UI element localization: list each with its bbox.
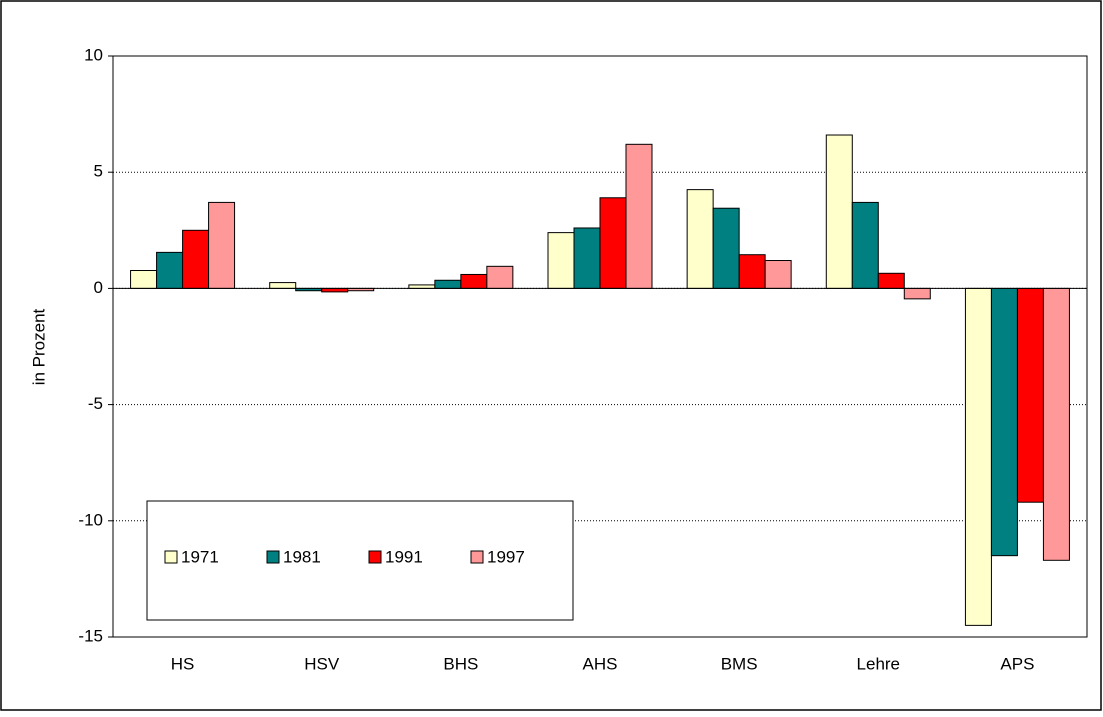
- legend-label: 1991: [385, 547, 423, 566]
- bar: [573, 227, 601, 289]
- bar: [964, 287, 992, 626]
- legend-label: 1997: [487, 547, 525, 566]
- x-tick-label: HS: [171, 654, 195, 673]
- bar: [547, 232, 575, 289]
- bar: [825, 134, 853, 289]
- x-tick-label: APS: [1000, 654, 1034, 673]
- bar: [156, 251, 184, 289]
- y-tick-label: 0: [94, 278, 103, 297]
- legend-swatch: [470, 550, 484, 564]
- bar: [208, 201, 236, 289]
- bar: [269, 282, 297, 289]
- x-tick-label: BHS: [443, 654, 478, 673]
- bar: [321, 287, 349, 293]
- legend: [146, 500, 574, 621]
- bar: [712, 207, 740, 289]
- bar: [408, 284, 436, 289]
- bar: [1042, 287, 1070, 561]
- legend-label: 1981: [283, 547, 321, 566]
- bar: [434, 279, 462, 289]
- y-tick-label: -15: [78, 626, 103, 645]
- bar: [625, 143, 653, 289]
- legend-swatch: [266, 550, 280, 564]
- bar: [1016, 287, 1044, 503]
- bar: [990, 287, 1018, 557]
- x-tick-label: AHS: [583, 654, 618, 673]
- legend-swatch: [368, 550, 382, 564]
- y-axis-label: in Prozent: [29, 308, 48, 385]
- y-tick-label: 5: [94, 162, 103, 181]
- bar: [486, 265, 514, 289]
- legend-label: 1971: [181, 547, 219, 566]
- bar: [599, 197, 627, 289]
- y-tick-label: -5: [88, 394, 103, 413]
- y-tick-label: -10: [78, 510, 103, 529]
- x-tick-label: HSV: [304, 654, 340, 673]
- x-tick-label: Lehre: [857, 654, 900, 673]
- y-tick-label: 10: [84, 45, 103, 64]
- x-tick-label: BMS: [721, 654, 758, 673]
- bar: [182, 229, 210, 289]
- bar: [877, 272, 905, 289]
- bar: [764, 260, 792, 289]
- bar: [903, 287, 931, 300]
- legend-swatch: [164, 550, 178, 564]
- plot-border: [112, 55, 1088, 638]
- bar: [130, 270, 158, 289]
- bar: [738, 254, 766, 289]
- bar: [460, 273, 488, 289]
- bar: [686, 189, 714, 289]
- bar: [851, 201, 879, 289]
